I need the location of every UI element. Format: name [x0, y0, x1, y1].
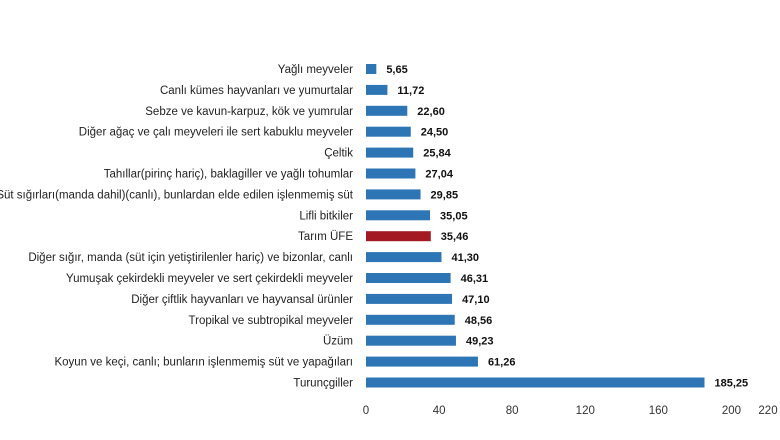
category-label-8: Tarım ÜFE — [298, 231, 353, 243]
bar-0 — [366, 64, 377, 74]
value-label-4: 25,84 — [423, 148, 451, 160]
value-label-1: 11,72 — [397, 85, 424, 97]
x-tick-label-2: 80 — [506, 405, 519, 417]
category-label-13: Üzüm — [323, 336, 353, 348]
value-labels: 5,65 11,72 22,60 24,50 25,84 27,04 29,85 35,05 3… — [386, 64, 748, 390]
value-label-13: 49,23 — [466, 336, 494, 348]
value-label-15: 185,25 — [715, 378, 749, 390]
bar-10 — [366, 273, 451, 283]
x-tick-label-0: 0 — [363, 405, 369, 417]
category-label-1: Canlı kümes hayvanları ve yumurtalar — [160, 85, 353, 97]
value-label-3: 24,50 — [421, 127, 449, 139]
bar-4 — [366, 147, 414, 158]
bar-8 — [366, 231, 431, 242]
x-tick-label-3: 120 — [576, 405, 595, 417]
category-label-15: Turunçgiller — [293, 378, 353, 390]
value-label-6: 29,85 — [431, 189, 459, 201]
value-label-11: 47,10 — [462, 294, 490, 306]
x-axis: 0 40 80 120 160 200 220 — [363, 405, 778, 417]
bars-layer — [366, 64, 705, 388]
value-label-8: 35,46 — [441, 231, 469, 243]
bar-13 — [366, 335, 456, 346]
value-label-0: 5,65 — [386, 64, 407, 76]
category-label-6: Süt sığırları(manda dahil)(canlı), bunla… — [0, 189, 354, 201]
bar-2 — [366, 105, 408, 116]
category-label-10: Yumuşak çekirdekli meyveler ve sert çeki… — [66, 273, 353, 285]
category-label-14: Koyun ve keçi, canlı; bunların işlenmemi… — [54, 357, 353, 369]
x-tick-label-1: 40 — [433, 405, 446, 417]
value-label-14: 61,26 — [488, 357, 516, 369]
category-label-4: Çeltik — [324, 148, 353, 160]
category-label-11: Diğer çiftlik hayvanları ve hayvansal ür… — [131, 294, 353, 306]
category-label-2: Sebze ve kavun-karpuz, kök ve yumrular — [145, 106, 353, 118]
category-label-0: Yağlı meyveler — [278, 64, 353, 76]
bar-6 — [366, 189, 421, 200]
value-label-10: 46,31 — [461, 273, 489, 285]
bar-12 — [366, 314, 455, 325]
value-label-12: 48,56 — [465, 315, 493, 327]
category-labels: Yağlı meyveler Canlı kümes hayvanları ve … — [0, 64, 354, 390]
value-label-7: 35,05 — [440, 210, 468, 222]
bar-9 — [366, 252, 442, 263]
value-label-5: 27,04 — [425, 169, 453, 181]
bar-1 — [366, 84, 388, 95]
category-label-7: Lifli bitkiler — [299, 210, 353, 222]
value-label-9: 41,30 — [451, 252, 479, 264]
value-label-2: 22,60 — [417, 106, 445, 118]
bar-5 — [366, 168, 416, 179]
bar-3 — [366, 126, 411, 137]
bar-15 — [366, 377, 705, 388]
bar-11 — [366, 293, 453, 304]
x-tick-label-5: 200 — [722, 405, 741, 417]
category-label-9: Diğer sığır, manda (süt için yetiştirile… — [28, 252, 353, 264]
x-tick-label-4: 160 — [649, 405, 668, 417]
bar-7 — [366, 210, 431, 221]
category-label-5: Tahıllar(pirinç hariç), baklagiller ve y… — [104, 169, 353, 181]
category-label-12: Tropikal ve subtropikal meyveler — [189, 315, 354, 327]
category-label-3: Diğer ağaç ve çalı meyveleri ile sert ka… — [79, 127, 353, 139]
x-tick-label-6: 220 — [758, 405, 777, 417]
bar-14 — [366, 356, 478, 367]
